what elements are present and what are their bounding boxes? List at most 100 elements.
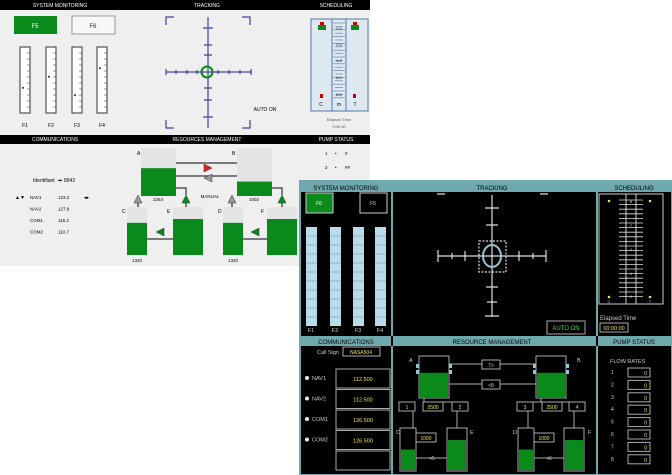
light-identifier-value: 8942 [64,178,75,184]
dark-pump-fd[interactable]: <6 [546,456,552,462]
dark-pump-ba-label: <8 [488,383,494,389]
light-schedule-col-t: T [353,102,356,108]
dark-schedule-col-t: T [649,299,652,304]
dark-pump-1[interactable] [398,401,416,412]
light-schedule-comm-marker [318,25,326,30]
light-channel-name: NAV1 [30,195,42,200]
light-pump-3-icon[interactable] [227,194,237,204]
dark-f5-button[interactable] [359,192,388,214]
dark-scale-gauge[interactable] [330,227,341,326]
light-pump-1-icon[interactable] [133,194,143,204]
dark-channel-field[interactable] [335,389,391,409]
dark-tank-d-fill [519,449,533,470]
dark-pump-ec[interactable]: <5 [429,456,435,462]
dark-tank-a-fill [420,372,448,397]
dark-pump-2[interactable] [451,401,469,412]
light-pump-id: 1 [325,151,328,156]
dark-flow-value: 0 [644,396,647,402]
light-scale-gauge[interactable] [45,46,57,114]
light-pump-ba-icon[interactable] [203,173,213,183]
dark-channel-field[interactable] [335,409,391,430]
light-tank-b-fill [237,181,272,196]
dark-tank-b-level-label: 2500 [546,405,557,411]
channel-radio[interactable] [305,376,309,380]
dark-schedule-tick: 7 [630,223,633,228]
dark-autopilot-button[interactable] [546,320,586,335]
dark-pump-id: 5 [611,420,614,426]
dark-flow-field [627,429,651,440]
dark-tank-e-fill [448,440,466,470]
dark-f5-label: F5 [370,201,376,207]
dark-scale-gauge[interactable] [306,227,317,326]
light-f5-label: F5 [31,24,39,30]
dark-pump-ab-label: 7> [488,363,494,369]
dark-schedule-tick: 0 [630,294,633,299]
dark-flow-value: 0 [644,421,647,427]
light-header-scheduling: SCHEDULING [320,3,353,9]
channel-radio[interactable] [305,417,309,421]
light-tank-f-label: F [261,209,264,215]
dark-channel-frequency: 126.500 [353,439,373,445]
dark-scale-gauge[interactable] [353,227,364,326]
channel-radio[interactable] [305,396,309,401]
dark-pump-3-label: 3 [524,405,527,411]
light-pump-5-icon[interactable] [155,227,165,237]
dark-elapsed-value: 00:00:00 [603,326,624,332]
dark-valve-icon [533,370,536,374]
light-scale-gauge[interactable] [19,46,31,114]
dark-channel-field[interactable] [335,430,391,450]
light-pump-4-icon[interactable] [277,194,287,204]
dark-flow-value: 0 [644,383,647,389]
light-scale-gauge[interactable] [71,46,83,114]
light-elapsed-label: Elapsed Time [327,117,352,122]
dark-tank-b-level[interactable] [541,401,563,412]
light-pump-2-icon[interactable] [181,194,191,204]
dark-channel-name: COM1 [312,417,328,423]
dark-tank-a-level[interactable] [422,401,444,412]
light-schedule-tick: 8.0 [336,92,342,97]
light-top-header [0,0,370,10]
dark-pump-id: 1 [611,370,614,376]
light-autopilot-status: AUTO ON [254,107,277,113]
channel-radio[interactable] [305,437,309,442]
dark-pump-4[interactable] [568,401,586,412]
dark-channel-name: NAV1 [312,376,326,382]
dark-tank-c-level[interactable] [415,432,437,443]
dark-top-header [301,182,671,192]
dark-scale-gauge[interactable] [375,227,386,326]
light-schedule-tick: 4.0 [336,58,342,63]
dark-flow-rates-title: FLOW RATES [610,359,646,365]
dark-flow-field [627,404,651,415]
light-f5-button[interactable] [14,16,57,34]
light-pump-id: 2 [325,165,328,170]
dark-tank-d-level[interactable] [533,432,555,443]
light-schedule-tick: 2.0 [336,42,342,47]
dark-tank-f-fill [565,440,583,470]
dark-pump-id: 2 [611,382,614,388]
frequency-adjust-icon[interactable]: ◂▸ [84,195,90,201]
dark-tank-a-level-label: 2500 [427,405,438,411]
dark-pump-id: 3 [611,395,614,401]
light-resman-mode[interactable]: MANUAL [201,194,220,199]
dark-pump-3[interactable] [516,401,534,412]
light-f6-button[interactable] [71,15,116,35]
light-scale-gauge[interactable] [96,46,108,114]
dark-elapsed-label: Elapsed Time [600,316,637,322]
light-pump-ab-icon[interactable] [203,163,213,173]
light-channel-name: COM2 [30,230,43,235]
channel-up-down-icon[interactable]: ▲▼ [15,195,25,201]
dark-f6-button[interactable] [305,192,334,214]
dark-header-tracking: TRACKING [476,186,507,192]
light-scale-pointer [22,87,24,89]
dark-pump-ba[interactable] [481,379,501,390]
light-pump-6-icon[interactable] [250,227,260,237]
dark-channel-field[interactable] [335,368,391,389]
dark-bottom-header [301,336,671,346]
dark-channel-frequency: 126.500 [353,418,373,424]
dark-pump-id: 8 [611,457,614,463]
dark-valve-icon [449,370,452,374]
dark-flow-field [627,392,651,403]
dark-valve-icon [449,364,452,368]
light-tank-e-label: E [167,209,171,215]
dark-pump-ab[interactable] [481,359,501,370]
